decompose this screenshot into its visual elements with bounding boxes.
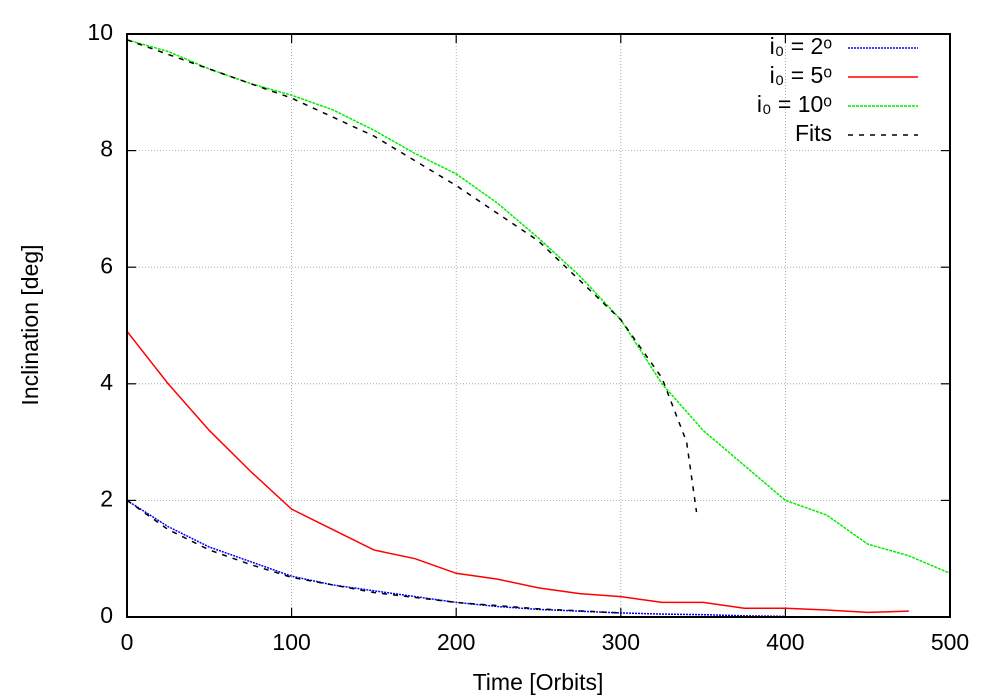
legend-label: i₀ = 2ᵒ	[770, 33, 833, 59]
series-line	[126, 499, 621, 614]
y-axis-title: Inclination [deg]	[17, 244, 43, 405]
plot-frame	[126, 33, 951, 618]
legend-label: i₀ = 5ᵒ	[770, 62, 833, 88]
y-tick-label: 2	[100, 485, 113, 511]
x-tick-label: 100	[272, 629, 310, 655]
x-axis-title: Time [Orbits]	[473, 669, 604, 695]
series-line	[126, 39, 951, 574]
x-tick-label: 0	[121, 629, 134, 655]
y-tick-label: 8	[100, 136, 113, 162]
series-line	[126, 330, 909, 614]
series-line	[126, 499, 786, 618]
legend-label: i₀ = 10ᵒ	[757, 91, 832, 117]
x-tick-label: 500	[931, 629, 969, 655]
x-tick-label: 200	[437, 629, 475, 655]
y-tick-label: 6	[100, 252, 113, 278]
x-tick-label: 300	[602, 629, 640, 655]
series-line	[126, 39, 698, 513]
y-tick-label: 4	[100, 369, 113, 395]
x-tick-label: 400	[766, 629, 804, 655]
legend-label: Fits	[795, 120, 832, 146]
y-tick-label: 10	[87, 19, 113, 45]
y-tick-label: 0	[100, 602, 113, 628]
